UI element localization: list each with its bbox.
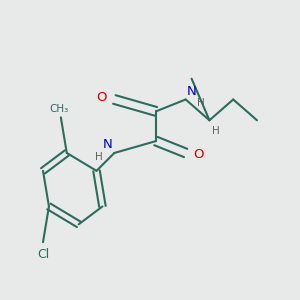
Text: CH₃: CH₃ — [50, 104, 69, 114]
Text: O: O — [193, 148, 204, 161]
Text: N: N — [103, 139, 113, 152]
Text: O: O — [96, 92, 107, 104]
Text: H: H — [212, 126, 220, 136]
Text: H: H — [95, 152, 103, 161]
Text: H: H — [197, 98, 205, 108]
Text: Cl: Cl — [37, 248, 49, 261]
Text: N: N — [187, 85, 197, 98]
